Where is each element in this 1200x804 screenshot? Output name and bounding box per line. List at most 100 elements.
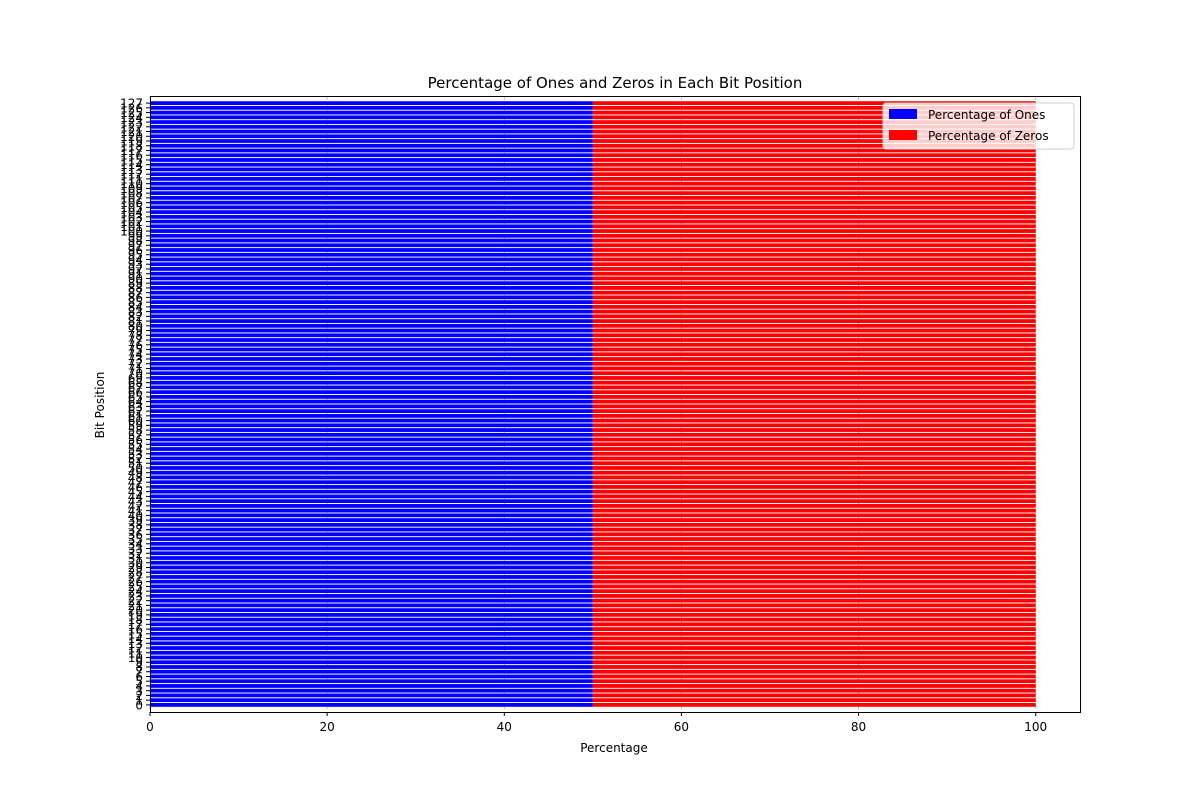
y-tick-label: 125 [120, 106, 143, 120]
bar-ones [150, 352, 593, 357]
bar-zeros [592, 200, 1036, 205]
bar-ones [150, 537, 593, 541]
bar-ones [150, 276, 593, 281]
bar-ones [150, 290, 593, 295]
bar-ones [150, 603, 593, 608]
y-tick-label: 68 [128, 376, 143, 390]
bar-zeros [592, 532, 1036, 537]
x-tick-label: 60 [674, 720, 689, 734]
y-tick-label: 87 [128, 286, 143, 300]
y-tick-label: 122 [120, 120, 143, 134]
y-tick-label: 85 [128, 296, 143, 310]
bar-ones [150, 319, 593, 323]
y-tick-label: 45 [128, 485, 143, 499]
y-tick-label: 8 [135, 660, 143, 674]
bar-ones [150, 342, 593, 347]
bar-ones [150, 432, 593, 437]
bar-ones [150, 565, 593, 570]
y-tick-label: 42 [128, 499, 143, 513]
y-tick-label: 14 [128, 632, 143, 646]
bar-zeros [592, 456, 1036, 461]
bar-ones [150, 267, 593, 271]
bar-ones [150, 172, 593, 177]
bar-zeros [592, 385, 1036, 390]
bar-ones [150, 636, 593, 641]
bar-zeros [592, 494, 1036, 499]
bar-ones [150, 598, 593, 603]
bar-zeros [592, 309, 1036, 314]
y-tick-label: 59 [128, 419, 143, 433]
y-tick-label: 86 [128, 291, 143, 305]
bar-zeros [592, 489, 1036, 494]
y-tick-label: 112 [120, 168, 143, 182]
y-tick-label: 107 [120, 191, 143, 205]
y-tick-label: 75 [128, 343, 143, 357]
y-tick-label: 100 [120, 225, 143, 239]
bar-zeros [592, 594, 1036, 598]
bar-ones [150, 120, 593, 124]
bar-ones [150, 485, 593, 489]
bar-zeros [592, 304, 1036, 309]
y-tick-label: 41 [128, 504, 143, 518]
y-tick-label: 60 [128, 414, 143, 428]
y-tick-label: 5 [135, 675, 143, 689]
bar-ones [150, 475, 593, 480]
bar-zeros [592, 390, 1036, 395]
bar-zeros [592, 101, 1036, 106]
y-tick-label: 96 [128, 244, 143, 258]
x-tick-label: 0 [146, 720, 154, 734]
bar-zeros [592, 622, 1036, 627]
y-tick-label: 16 [128, 623, 143, 637]
bar-ones [150, 205, 593, 210]
bar-zeros [592, 485, 1036, 489]
y-tick-label: 24 [128, 585, 143, 599]
bar-ones [150, 167, 593, 172]
bar-ones [150, 480, 593, 485]
bar-zeros [592, 380, 1036, 385]
y-tick-label: 54 [128, 443, 143, 457]
bar-zeros [592, 702, 1036, 707]
y-tick-label: 4 [135, 679, 143, 693]
bar-ones [150, 181, 593, 186]
y-tick-label: 116 [120, 149, 143, 163]
y-tick-label: 20 [128, 604, 143, 618]
bar-zeros [592, 366, 1036, 371]
bar-zeros [592, 461, 1036, 466]
bar-zeros [592, 210, 1036, 214]
y-tick-label: 102 [120, 215, 143, 229]
bar-ones [150, 286, 593, 290]
bar-zeros [592, 233, 1036, 238]
bar-ones [150, 210, 593, 214]
bar-zeros [592, 451, 1036, 456]
bar-zeros [592, 371, 1036, 376]
bar-zeros [592, 508, 1036, 513]
bar-ones [150, 191, 593, 196]
bar-zeros [592, 518, 1036, 522]
y-tick-label: 127 [120, 97, 143, 111]
y-tick-label: 50 [128, 461, 143, 475]
bar-ones [150, 186, 593, 191]
bar-zeros [592, 177, 1036, 181]
bar-zeros [592, 646, 1036, 650]
bar-ones [150, 252, 593, 257]
y-tick-label: 7 [135, 665, 143, 679]
y-tick-label: 36 [128, 528, 143, 542]
bar-zeros [592, 565, 1036, 570]
y-tick-label: 126 [120, 101, 143, 115]
bar-ones [150, 650, 593, 655]
y-tick-label: 47 [128, 476, 143, 490]
y-axis: 0123456789101112131415161718192021222324… [120, 97, 150, 712]
bar-ones [150, 674, 593, 679]
bar-ones [150, 385, 593, 390]
x-axis-label: Percentage [580, 741, 648, 755]
bar-zeros [592, 290, 1036, 295]
y-tick-label: 118 [120, 139, 143, 153]
y-tick-label: 51 [128, 457, 143, 471]
y-tick-label: 124 [120, 111, 143, 125]
bar-ones [150, 418, 593, 423]
y-tick-label: 2 [135, 689, 143, 703]
y-tick-label: 58 [128, 424, 143, 438]
y-tick-label: 11 [128, 646, 143, 660]
bar-ones [150, 660, 593, 665]
bar-zeros [592, 603, 1036, 608]
